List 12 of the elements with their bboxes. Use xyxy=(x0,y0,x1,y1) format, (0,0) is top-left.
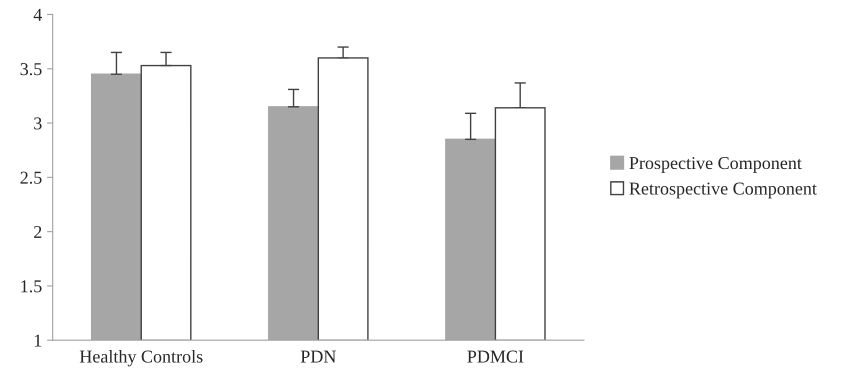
x-tick-label: PDMCI xyxy=(467,350,524,363)
legend-label: Prospective Component xyxy=(629,157,802,173)
y-tick-label: 4 xyxy=(34,8,42,21)
y-tick-label: 1 xyxy=(34,334,42,346)
y-tick-label: 3.5 xyxy=(20,63,42,76)
x-tick-label: PDN xyxy=(300,350,336,363)
y-tick-label: 3 xyxy=(34,117,42,130)
y-tick-label: 2 xyxy=(34,226,42,238)
y-tick-label: 2.5 xyxy=(20,172,42,184)
y-tick-label: 1.5 xyxy=(21,280,42,292)
legend-label: Retrospective Component xyxy=(629,182,817,198)
x-tick-label: Healthy Controls xyxy=(80,350,203,366)
